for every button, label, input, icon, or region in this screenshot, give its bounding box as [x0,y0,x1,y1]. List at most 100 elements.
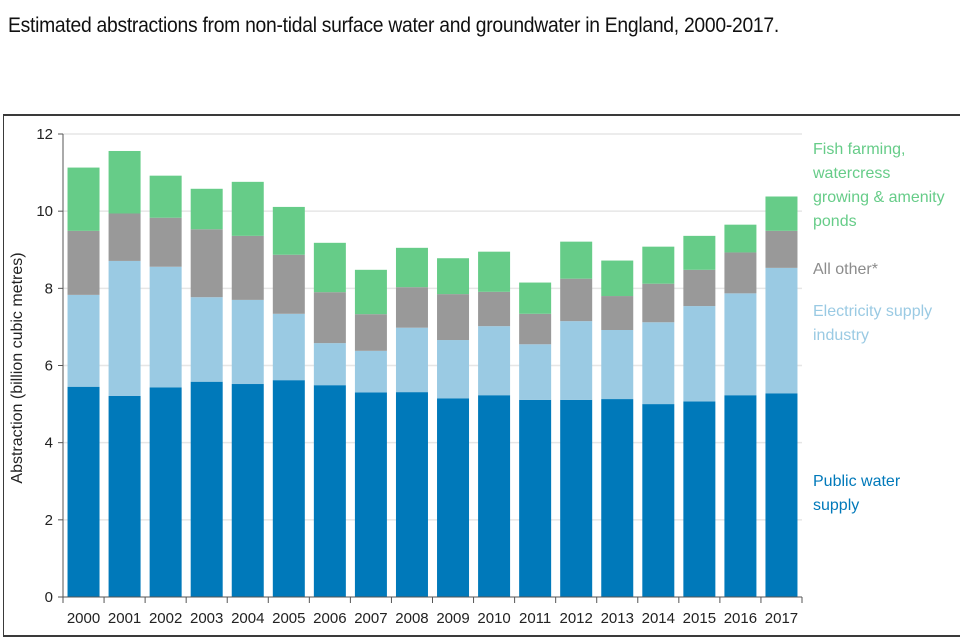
x-tick-label: 2012 [560,610,593,627]
x-tick-labels: 2000 2001 2002 2003 2004 2005 2006 2007 2008 2009… [67,610,798,627]
legend-all-other: All other* [813,261,878,278]
x-tick-label: 2007 [354,610,387,627]
bar-segment [642,283,675,323]
bar-segment [190,381,223,597]
x-tick-label: 2016 [724,610,757,627]
bar-segment [724,395,757,597]
bar-segment [642,246,675,284]
bar-segment [190,297,223,382]
bar-segment [313,343,346,386]
bar-segment [683,269,716,307]
y-tick-label: 4 [45,435,53,452]
bar-segment [437,258,470,295]
x-tick-label: 2000 [67,610,100,627]
bar-segment [395,327,428,393]
bar-segment [724,293,757,396]
y-tick-label: 10 [36,203,53,220]
x-tick-label: 2003 [190,610,223,627]
x-tick-label: 2001 [108,610,141,627]
bar-segment [108,260,141,396]
bar-segment [108,150,141,214]
bar-segment [272,313,305,381]
bar-segment [478,395,511,597]
bar-segment [67,386,100,597]
x-tick-label: 2010 [477,610,510,627]
bar-segment [395,287,428,328]
bar-segment [437,340,470,399]
y-tick-label: 12 [36,126,53,143]
bar-segment [478,251,511,292]
x-tick-label: 2002 [149,610,182,627]
bar-segment [190,229,223,298]
y-tick-labels: 0 2 4 6 8 10 12 [36,126,53,606]
bar-segment [601,296,634,330]
bar-segment [149,266,182,388]
bar-segment [272,380,305,597]
bar-segment [313,292,346,344]
x-tick-label: 2017 [765,610,798,627]
x-tick-label: 2008 [395,610,428,627]
bar-segment [313,385,346,597]
page-title: Estimated abstractions from non-tidal su… [8,14,779,37]
bar-segment [313,242,346,293]
bar-segment [395,392,428,597]
bar-segment [231,384,264,597]
bar-segment [519,399,552,597]
bar-segment [67,167,100,231]
bar-segment [437,294,470,341]
bar-segment [395,247,428,288]
legend-fish-farming: Fish farming, watercress growing & ameni… [813,141,945,230]
x-tick-label: 2014 [642,610,675,627]
bar-segment [67,230,100,295]
legend-public-water-supply: Public water supply [813,473,901,514]
bar-segment [354,269,387,315]
bar-segment [765,196,798,231]
bars [67,150,798,597]
bar-segment [272,254,305,314]
x-tick-label: 2015 [683,610,716,627]
bar-segment [478,291,511,327]
legend-electricity-supply: Electricity supply industry [813,303,933,344]
x-tick-label: 2006 [313,610,346,627]
x-tick-label: 2011 [519,610,551,627]
x-tick-label: 2013 [601,610,634,627]
bar-segment [683,235,716,270]
bar-segment [724,224,757,253]
bar-segment [601,399,634,597]
bar-segment [108,213,141,261]
bar-segment [354,350,387,393]
y-tick-label: 0 [45,589,53,606]
bar-segment [149,387,182,597]
x-tick-label: 2009 [436,610,469,627]
bar-segment [560,241,593,279]
bar-segment [149,217,182,267]
bar-segment [354,392,387,597]
bar-segment [437,398,470,597]
bar-segment [519,344,552,400]
bar-segment [765,267,798,394]
bar-segment [724,252,757,294]
y-tick-label: 6 [45,358,53,375]
bar-segment [519,313,552,345]
bar-segment [642,322,675,405]
bar-segment [560,321,593,400]
y-tick-label: 2 [45,512,53,529]
bar-segment [272,206,305,255]
bar-segment [560,399,593,597]
y-tick-label: 8 [45,280,53,297]
axes [58,133,803,603]
bar-segment [67,294,100,387]
bar-segment [683,401,716,597]
gridlines [63,133,802,521]
bar-segment [108,395,141,597]
bar-segment [560,278,593,322]
bar-segment [519,282,552,314]
chart-frame [3,114,960,637]
bar-segment [231,235,264,300]
bar-segment [765,393,798,597]
x-tick-label: 2005 [272,610,305,627]
bar-segment [478,326,511,396]
bar-segment [149,175,182,218]
x-tick-label: 2004 [231,610,264,627]
